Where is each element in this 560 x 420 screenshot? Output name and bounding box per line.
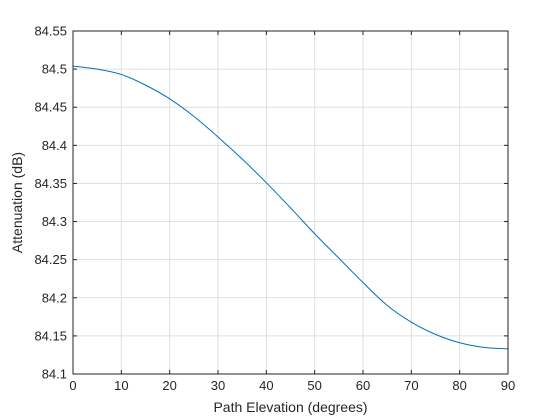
y-tick-label: 84.3 [42, 214, 67, 229]
x-tick-label: 30 [211, 378, 225, 393]
x-tick-label: 20 [162, 378, 176, 393]
series-line [72, 65, 509, 350]
x-tick-label: 40 [259, 378, 273, 393]
y-tick-label: 84.5 [42, 62, 67, 77]
y-tick-label: 84.4 [42, 138, 67, 153]
x-tick-label: 0 [69, 378, 76, 393]
x-tick-label: 50 [307, 378, 321, 393]
plot-area [73, 31, 508, 374]
x-tick-label: 60 [356, 378, 370, 393]
x-tick-label: 10 [114, 378, 128, 393]
x-tick-label: 70 [404, 378, 418, 393]
y-axis-label: Attenuation (dB) [9, 152, 25, 253]
series-group [72, 65, 509, 350]
y-tick-label: 84.1 [42, 367, 67, 382]
y-tick-label: 84.2 [42, 290, 67, 305]
y-tick-labels: 84.1 84.15 84.2 84.25 84.3 84.35 84.4 84.45 84.5… [34, 24, 67, 382]
y-tick-label: 84.25 [34, 252, 67, 267]
y-tick-label: 84.55 [34, 24, 67, 39]
x-tick-label: 90 [501, 378, 515, 393]
y-tick-label: 84.45 [34, 100, 67, 115]
y-tick-label: 84.35 [34, 176, 67, 191]
x-tick-label: 80 [452, 378, 466, 393]
x-tick-labels: 0 10 20 30 40 50 60 70 80 90 [69, 378, 515, 393]
grid [73, 31, 508, 374]
plot-frame [72, 30, 509, 375]
x-axis-label: Path Elevation (degrees) [213, 399, 367, 415]
y-tick-label: 84.15 [34, 328, 67, 343]
